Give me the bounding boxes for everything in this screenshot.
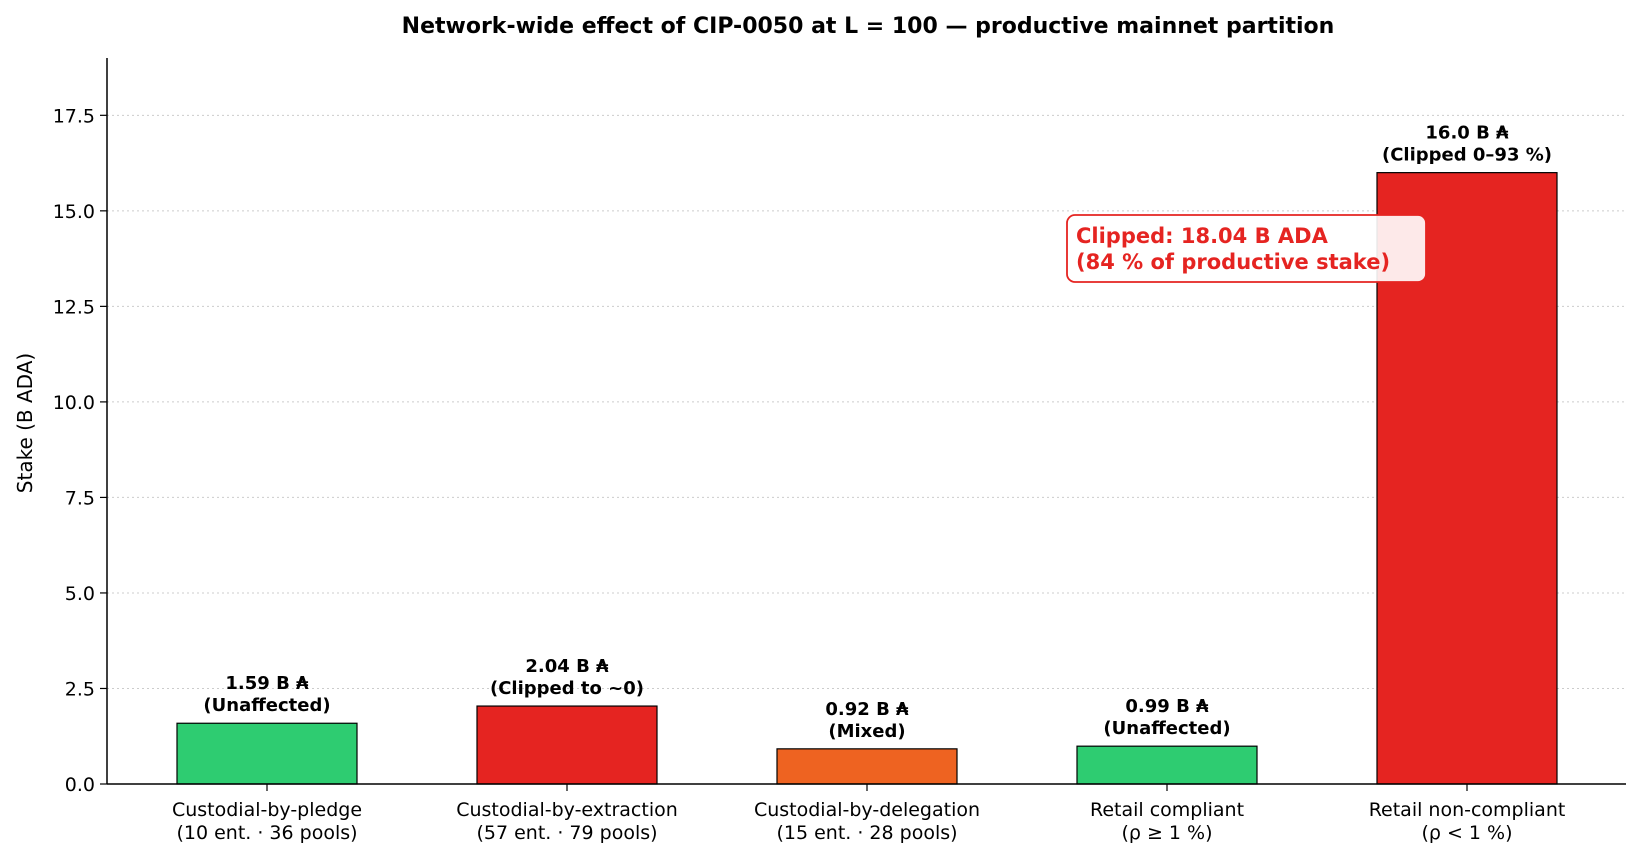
x-tick-label: (57 ent. · 79 pools) — [476, 822, 657, 844]
y-tick-label: 0.0 — [65, 774, 95, 796]
bar-labels: 1.59 B ₳(Unaffected)2.04 B ₳(Clipped to … — [203, 123, 1552, 742]
bar-value-label: 1.59 B ₳ — [225, 673, 309, 694]
x-tick-label: (ρ < 1 %) — [1421, 822, 1512, 844]
bar-value-label: 0.99 B ₳ — [1125, 696, 1209, 717]
bar-value-label: (Clipped 0–93 %) — [1382, 145, 1552, 166]
x-tick-label: (15 ent. · 28 pools) — [776, 822, 957, 844]
bar-value-label: 16.0 B ₳ — [1425, 123, 1509, 144]
x-tick-label: Custodial-by-extraction — [456, 799, 678, 821]
bar — [1076, 745, 1258, 785]
bar-value-label: (Unaffected) — [1103, 718, 1230, 739]
bar — [476, 705, 658, 785]
annotation-line-1: Clipped: 18.04 B ADA — [1076, 224, 1329, 248]
y-tick-label: 12.5 — [53, 296, 95, 318]
x-tick-label: (10 ent. · 36 pools) — [176, 822, 357, 844]
annotation-line-2: (84 % of productive stake) — [1076, 250, 1390, 274]
bar — [176, 722, 358, 785]
x-tick-label: Retail compliant — [1090, 799, 1244, 821]
bar-value-label: (Clipped to ~0) — [490, 678, 644, 699]
grid-lines — [107, 114, 1626, 689]
y-tick-label: 10.0 — [53, 392, 95, 414]
y-ticks: 0.0 2.5 5.0 7.5 10.0 12.5 15.0 17.5 — [53, 105, 107, 796]
y-tick-label: 2.5 — [65, 678, 95, 700]
bar-value-label: (Mixed) — [828, 721, 905, 742]
bars — [176, 172, 1558, 785]
x-tick-label: (ρ ≥ 1 %) — [1121, 822, 1212, 844]
annotation-box — [1066, 214, 1427, 283]
x-ticks: Custodial-by-pledge(10 ent. · 36 pools) C… — [172, 784, 1565, 844]
x-tick-label: Retail non-compliant — [1369, 799, 1566, 821]
x-tick-label: Custodial-by-delegation — [754, 799, 980, 821]
bar-value-label: (Unaffected) — [203, 695, 330, 716]
clipped-annotation: Clipped: 18.04 B ADA (84 % of productive… — [1066, 214, 1427, 283]
y-tick-label: 5.0 — [65, 583, 95, 605]
bar-value-label: 2.04 B ₳ — [525, 656, 609, 677]
y-tick-label: 15.0 — [53, 201, 95, 223]
y-tick-label: 7.5 — [65, 487, 95, 509]
y-axis-label: Stake (B ADA) — [13, 353, 37, 493]
bar-value-label: 0.92 B ₳ — [825, 699, 909, 720]
bar — [776, 748, 958, 785]
chart-title: Network-wide effect of CIP-0050 at L = 1… — [402, 14, 1335, 39]
y-tick-label: 17.5 — [53, 105, 95, 127]
x-tick-label: Custodial-by-pledge — [172, 799, 362, 821]
